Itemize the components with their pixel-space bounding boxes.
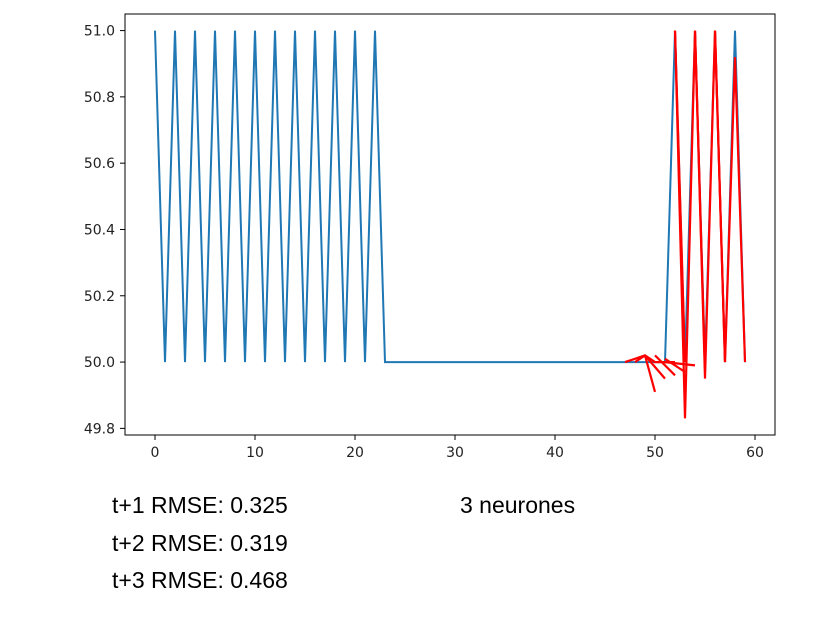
- y-tick-label: 50.6: [84, 156, 115, 172]
- y-tick-label: 51.0: [84, 24, 115, 40]
- y-axis: 49.8 50.0 50.2 50.4 50.6 50.8 51.0: [84, 24, 125, 437]
- plot-lines: [154, 30, 747, 419]
- series-1-line-9: [693, 30, 707, 369]
- series-1-line-2: [643, 355, 657, 393]
- x-tick-label: 30: [446, 445, 464, 461]
- y-tick-label: 50.2: [84, 289, 115, 305]
- series-1-line-3: [644, 354, 666, 380]
- y-tick-label: 49.8: [84, 421, 115, 437]
- plot-frame: [124, 13, 776, 436]
- chart: 0 10 20 30 40 50 60 49.8 50.0 50.2 50.4 50.6 50.8 51…: [84, 13, 776, 461]
- series-0-line-0: [154, 30, 746, 364]
- rmse-t2-caption: t+2 RMSE: 0.319: [112, 530, 288, 556]
- x-tick-label: 60: [746, 445, 764, 461]
- series-1-line-1: [634, 354, 646, 364]
- rmse-t1-caption: t+1 RMSE: 0.325: [112, 492, 288, 518]
- series-1-line-8: [673, 30, 687, 363]
- y-tick-label: 50.0: [84, 355, 115, 371]
- y-tick-label: 50.4: [84, 222, 115, 238]
- series-1-line-4: [654, 354, 676, 377]
- x-tick-label: 50: [646, 445, 664, 461]
- series-1-line-7: [673, 30, 747, 419]
- x-tick-label: 0: [151, 445, 160, 461]
- series-1-line-6: [664, 361, 696, 367]
- series-1-line-10: [713, 30, 727, 363]
- x-tick-label: 20: [346, 445, 364, 461]
- x-tick-label: 40: [546, 445, 564, 461]
- y-tick-label: 50.8: [84, 90, 115, 106]
- series-1-line-5: [664, 357, 686, 373]
- x-axis: 0 10 20 30 40 50 60: [151, 435, 764, 461]
- rmse-t3-caption: t+3 RMSE: 0.468: [112, 567, 288, 593]
- x-tick-label: 10: [246, 445, 264, 461]
- neurons-caption: 3 neurones: [460, 492, 576, 518]
